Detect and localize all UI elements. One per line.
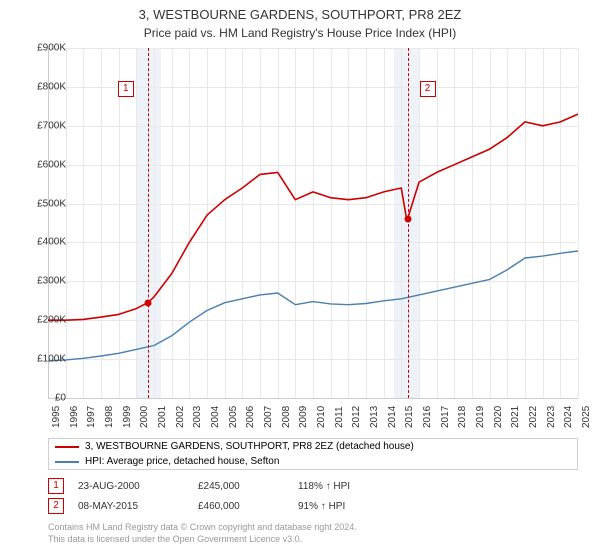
- x-tick-label: 2003: [192, 406, 203, 428]
- y-tick-label: £800K: [26, 81, 66, 92]
- gridline-vertical: [578, 48, 579, 398]
- event-dot: [404, 216, 411, 223]
- x-tick-label: 2005: [228, 406, 239, 428]
- event-row-marker: 1: [48, 478, 64, 494]
- x-tick-label: 2024: [563, 406, 574, 428]
- x-tick-label: 2010: [316, 406, 327, 428]
- chart-subtitle: Price paid vs. HM Land Registry's House …: [0, 24, 600, 40]
- x-tick-label: 2014: [387, 406, 398, 428]
- legend-swatch-price: [55, 446, 79, 448]
- x-tick-label: 2000: [139, 406, 150, 428]
- x-tick-label: 1999: [122, 406, 133, 428]
- y-tick-label: £900K: [26, 43, 66, 54]
- event-hpi: 91% ↑ HPI: [298, 501, 398, 512]
- series-line-hpi: [48, 251, 578, 361]
- x-tick-label: 1995: [51, 406, 62, 428]
- x-tick-label: 2025: [581, 406, 592, 428]
- chart-title: 3, WESTBOURNE GARDENS, SOUTHPORT, PR8 2E…: [0, 0, 600, 24]
- legend-label-hpi: HPI: Average price, detached house, Seft…: [85, 456, 279, 467]
- x-tick-label: 2023: [546, 406, 557, 428]
- gridline-horizontal: [48, 398, 578, 399]
- y-tick-label: £0: [26, 393, 66, 404]
- x-tick-label: 2007: [263, 406, 274, 428]
- event-vline: [148, 48, 149, 398]
- line-series-svg: [48, 48, 578, 398]
- legend-item-price: 3, WESTBOURNE GARDENS, SOUTHPORT, PR8 2E…: [49, 439, 577, 454]
- x-tick-label: 2013: [369, 406, 380, 428]
- x-tick-label: 2008: [281, 406, 292, 428]
- x-tick-label: 2021: [510, 406, 521, 428]
- legend-swatch-hpi: [55, 461, 79, 463]
- event-row: 2 08-MAY-2015£460,00091% ↑ HPI: [48, 496, 398, 516]
- legend-item-hpi: HPI: Average price, detached house, Seft…: [49, 454, 577, 469]
- event-hpi: 118% ↑ HPI: [298, 481, 398, 492]
- y-tick-label: £500K: [26, 198, 66, 209]
- event-marker: 1: [118, 81, 134, 97]
- x-tick-label: 2011: [334, 406, 345, 428]
- x-tick-label: 2001: [157, 406, 168, 428]
- x-tick-label: 2009: [298, 406, 309, 428]
- y-tick-label: £700K: [26, 120, 66, 131]
- x-tick-label: 2006: [245, 406, 256, 428]
- event-price: £245,000: [198, 481, 298, 492]
- event-date: 23-AUG-2000: [78, 481, 198, 492]
- x-tick-label: 2019: [475, 406, 486, 428]
- event-date: 08-MAY-2015: [78, 501, 198, 512]
- y-tick-label: £400K: [26, 237, 66, 248]
- footer: Contains HM Land Registry data © Crown c…: [48, 522, 357, 545]
- y-tick-label: £600K: [26, 159, 66, 170]
- x-tick-label: 1996: [69, 406, 80, 428]
- plot-area: 12: [48, 48, 578, 398]
- chart-container: 3, WESTBOURNE GARDENS, SOUTHPORT, PR8 2E…: [0, 0, 600, 560]
- event-row: 1 23-AUG-2000£245,000118% ↑ HPI: [48, 476, 398, 496]
- event-vline: [408, 48, 409, 398]
- legend-label-price: 3, WESTBOURNE GARDENS, SOUTHPORT, PR8 2E…: [85, 441, 414, 452]
- x-tick-label: 2012: [351, 406, 362, 428]
- footer-line-1: Contains HM Land Registry data © Crown c…: [48, 522, 357, 534]
- events-table: 1 23-AUG-2000£245,000118% ↑ HPI 2 08-MAY-20…: [48, 476, 398, 516]
- event-dot: [144, 299, 151, 306]
- event-row-marker: 2: [48, 498, 64, 514]
- event-marker: 2: [420, 81, 436, 97]
- x-tick-label: 1997: [86, 406, 97, 428]
- x-tick-label: 2022: [528, 406, 539, 428]
- x-tick-label: 2002: [175, 406, 186, 428]
- x-tick-label: 2020: [493, 406, 504, 428]
- footer-line-2: This data is licensed under the Open Gov…: [48, 534, 357, 546]
- x-tick-label: 2004: [210, 406, 221, 428]
- x-tick-label: 1998: [104, 406, 115, 428]
- y-tick-label: £100K: [26, 354, 66, 365]
- x-tick-label: 2015: [404, 406, 415, 428]
- x-tick-label: 2017: [440, 406, 451, 428]
- x-tick-label: 2018: [457, 406, 468, 428]
- y-tick-label: £200K: [26, 315, 66, 326]
- x-tick-label: 2016: [422, 406, 433, 428]
- y-tick-label: £300K: [26, 276, 66, 287]
- event-price: £460,000: [198, 501, 298, 512]
- series-line-price: [48, 114, 578, 320]
- legend: 3, WESTBOURNE GARDENS, SOUTHPORT, PR8 2E…: [48, 438, 578, 470]
